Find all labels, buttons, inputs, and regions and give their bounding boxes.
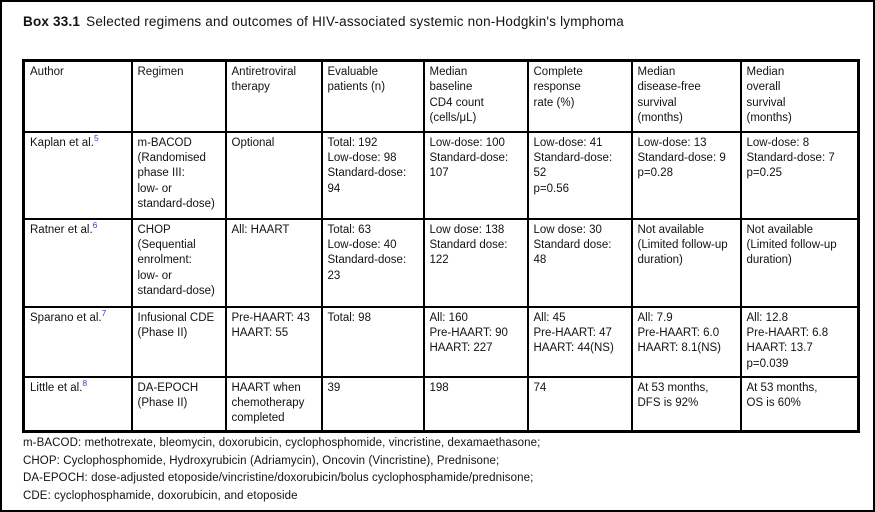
col-header-antiretroviral-therapy: Antiretroviral therapy (224, 59, 323, 133)
cell-response-rate: Low-dose: 41 Standard-dose: 52 p=0.56 (526, 130, 633, 220)
cell-response-rate: All: 45 Pre-HAART: 47 HAART: 44(NS) (526, 305, 633, 378)
cell-disease-free-survival: Not available (Limited follow-up duratio… (630, 217, 742, 308)
cell-disease-free-survival: Low-dose: 13 Standard-dose: 9 p=0.28 (630, 130, 742, 220)
cell-overall-survival: Low-dose: 8 Standard-dose: 7 p=0.25 (739, 130, 860, 220)
footnote-m-bacod: m-BACOD: methotrexate, bleomycin, doxoru… (23, 437, 541, 449)
col-header-regimen: Regimen (130, 59, 227, 133)
cell-response-rate: 74 (526, 375, 633, 433)
col-header-overall-survival: Median overall survival (months) (739, 59, 860, 133)
footnote-da-epoch: DA-EPOCH: dose-adjusted etoposide/vincri… (23, 472, 534, 484)
cell-evaluable-patients: 39 (320, 375, 425, 433)
citation-ref-link[interactable]: 8 (82, 377, 88, 388)
cell-evaluable-patients: Total: 98 (320, 305, 425, 378)
cell-disease-free-survival: At 53 months, DFS is 92% (630, 375, 742, 433)
citation-ref-link[interactable]: 5 (93, 132, 99, 143)
footnotes: m-BACOD: methotrexate, bleomycin, doxoru… (23, 435, 855, 505)
cell-regimen: DA-EPOCH (Phase II) (130, 375, 227, 433)
cell-antiretroviral-therapy: HAART when chemotherapy completed (224, 375, 323, 433)
col-header-response-rate: Complete response rate (%) (526, 59, 633, 133)
cell-antiretroviral-therapy: Pre-HAART: 43 HAART: 55 (224, 305, 323, 378)
col-header-author: Author (22, 59, 133, 133)
cell-cd4-count: Low-dose: 100 Standard-dose: 107 (422, 130, 529, 220)
box-title-text: Selected regimens and outcomes of HIV-as… (86, 14, 624, 29)
cell-overall-survival: At 53 months, OS is 60% (739, 375, 860, 433)
table-row: Little et al.8 DA-EPOCH (Phase II) HAART… (22, 375, 860, 433)
author-name: Little et al. (30, 381, 83, 394)
cell-disease-free-survival: All: 7.9 Pre-HAART: 6.0 HAART: 8.1(NS) (630, 305, 742, 378)
col-header-evaluable-patients: Evaluable patients (n) (320, 59, 425, 133)
cell-regimen: Infusional CDE (Phase II) (130, 305, 227, 378)
cell-author: Sparano et al.7 (22, 305, 133, 378)
col-header-disease-free-survival: Median disease-free survival (months) (630, 59, 742, 133)
table-row: Ratner et al.6 CHOP (Sequential enrolmen… (22, 217, 860, 308)
cell-overall-survival: Not available (Limited follow-up duratio… (739, 217, 860, 308)
author-name: Kaplan et al. (30, 136, 94, 149)
citation-ref-link[interactable]: 7 (101, 307, 107, 318)
cell-antiretroviral-therapy: Optional (224, 130, 323, 220)
cell-response-rate: Low dose: 30 Standard dose: 48 (526, 217, 633, 308)
regimens-table: Author Regimen Antiretroviral therapy Ev… (22, 59, 860, 433)
cell-cd4-count: 198 (422, 375, 529, 433)
table-row: Sparano et al.7 Infusional CDE (Phase II… (22, 305, 860, 378)
cell-cd4-count: All: 160 Pre-HAART: 90 HAART: 227 (422, 305, 529, 378)
box-title: Box 33.1 Selected regimens and outcomes o… (23, 14, 624, 29)
cell-antiretroviral-therapy: All: HAART (224, 217, 323, 308)
author-name: Sparano et al. (30, 311, 102, 324)
cell-cd4-count: Low dose: 138 Standard dose: 122 (422, 217, 529, 308)
footnote-chop: CHOP: Cyclophosphomide, Hydroxyrubicin (… (23, 454, 500, 467)
cell-author: Ratner et al.6 (22, 217, 133, 308)
footnote-cde: CDE: cyclophosphamide, doxorubicin, and … (23, 489, 298, 502)
cell-regimen: CHOP (Sequential enrolment: low- or stan… (130, 217, 227, 308)
cell-evaluable-patients: Total: 63 Low-dose: 40 Standard-dose: 23 (320, 217, 425, 308)
citation-ref-link[interactable]: 6 (92, 219, 98, 230)
cell-overall-survival: All: 12.8 Pre-HAART: 6.8 HAART: 13.7 p=0… (739, 305, 860, 378)
table-header-row: Author Regimen Antiretroviral therapy Ev… (22, 59, 860, 133)
col-header-cd4-count: Median baseline CD4 count (cells/μL) (422, 59, 529, 133)
box-number: Box 33.1 (23, 14, 81, 29)
author-name: Ratner et al. (30, 223, 93, 236)
table-row: Kaplan et al.5 m-BACOD (Randomised phase… (22, 130, 860, 220)
cell-author: Kaplan et al.5 (22, 130, 133, 220)
cell-regimen: m-BACOD (Randomised phase III: low- or s… (130, 130, 227, 220)
cell-evaluable-patients: Total: 192 Low-dose: 98 Standard-dose: 9… (320, 130, 425, 220)
cell-author: Little et al.8 (22, 375, 133, 433)
